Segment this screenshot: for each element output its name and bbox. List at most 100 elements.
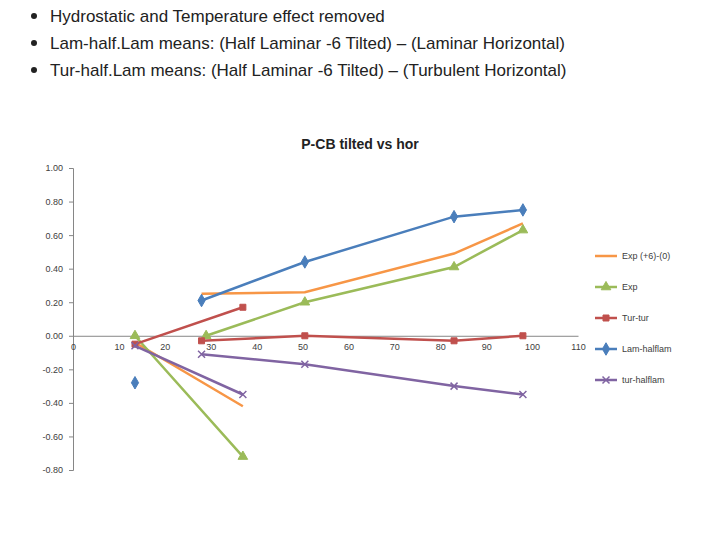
legend-item: Tur-tur (595, 313, 649, 323)
x-tick-label: 90 (482, 342, 492, 352)
point (199, 338, 205, 344)
legend-marker (603, 377, 610, 384)
point (519, 204, 526, 216)
point (449, 261, 459, 269)
x-tick-label: 20 (160, 342, 170, 352)
y-tick: 0.60 (45, 230, 73, 240)
annotation: Lam-half.Lam means: (Half Laminar -6 Til… (50, 34, 565, 53)
point (301, 256, 308, 268)
y-tick-mark (69, 202, 73, 203)
annotation: Hydrostatic and Temperature effect remov… (50, 7, 385, 26)
y-tick-mark (69, 168, 73, 169)
y-tick-label: 0.40 (45, 264, 63, 274)
point (198, 351, 205, 358)
x-tick-label: 40 (252, 342, 262, 352)
y-tick-label: 0.00 (45, 331, 63, 341)
bullet (31, 13, 37, 19)
y-tick-label: -0.60 (42, 432, 63, 442)
point (240, 304, 246, 310)
point (450, 210, 457, 222)
legend-item: Exp (595, 281, 638, 292)
series-line (135, 230, 523, 457)
point (198, 294, 205, 306)
y-tick-label: -0.40 (42, 398, 63, 408)
point (131, 377, 138, 389)
series-line (135, 346, 523, 395)
x-tick: 10 (114, 336, 124, 352)
chart: Hydrostatic and Temperature effect remov… (0, 0, 720, 540)
y-tick-label: 1.00 (45, 163, 63, 173)
point (238, 451, 248, 459)
point (239, 391, 246, 398)
y-tick: -0.60 (42, 432, 73, 442)
y-tick: 0.40 (45, 264, 73, 274)
y-tick-mark (69, 470, 73, 471)
legend-label: Lam-halflam (622, 344, 672, 354)
legend-item: Exp (+6)-(0) (595, 251, 670, 261)
legend-marker (603, 315, 609, 321)
y-tick: -0.20 (42, 365, 73, 375)
legend-label: Exp (+6)-(0) (622, 251, 670, 261)
y-tick-label: -0.80 (42, 465, 63, 475)
x-tick: 0 (71, 336, 76, 352)
x-tick-label: 70 (390, 342, 400, 352)
y-tick-mark (69, 336, 73, 337)
x-tick-label: 0 (71, 342, 76, 352)
point (520, 333, 526, 339)
y-tick: 0.00 (45, 331, 73, 341)
x-tick-label: 60 (344, 342, 354, 352)
legend-marker (601, 281, 611, 289)
legend-label: tur-halflam (622, 375, 665, 385)
point (130, 330, 140, 338)
x-tick-label: 30 (206, 342, 216, 352)
y-axis-line (69, 169, 74, 471)
y-tick-label: -0.20 (42, 365, 63, 375)
legend-item: tur-halflam (595, 375, 665, 385)
y-tick: -0.40 (42, 398, 73, 408)
bullet (31, 40, 37, 46)
bullet (31, 67, 37, 73)
point (451, 383, 458, 390)
point (301, 361, 308, 368)
y-tick-mark (69, 302, 73, 303)
legend-marker (602, 343, 609, 355)
y-tick: 0.80 (45, 197, 73, 207)
x-tick-label: 50 (298, 342, 308, 352)
y-tick-mark (69, 403, 73, 404)
x-tick: 110 (571, 336, 585, 352)
x-tick-label: 100 (525, 342, 540, 352)
annotation: Tur-half.Lam means: (Half Laminar -6 Til… (50, 61, 566, 80)
y-tick: 0.20 (45, 298, 73, 308)
point (302, 333, 308, 339)
point (519, 391, 526, 398)
x-tick: 100 (525, 336, 540, 352)
series-line (135, 223, 523, 406)
point (518, 225, 528, 233)
x-tick: 80 (436, 336, 446, 352)
title: P-CB tilted vs hor (301, 136, 419, 152)
point (131, 342, 138, 349)
point (300, 297, 310, 305)
y-tick-label: 0.80 (45, 197, 63, 207)
y-tick-mark (69, 369, 73, 370)
legend-swatch (595, 255, 617, 258)
y-tick-mark (69, 436, 73, 437)
legend-label: Tur-tur (622, 313, 649, 323)
y-tick-label: 0.60 (45, 230, 63, 240)
legend: Exp (+6)-(0) Exp Tur-tur Lam-halflam tur-hal… (595, 251, 672, 385)
x-tick: 20 (160, 336, 170, 352)
y-axis: 1.00 0.80 0.60 0.40 0.20 0.00 -0.20 -0.40 -0.60 -… (42, 163, 73, 475)
y-tick: -0.80 (42, 465, 73, 475)
x-tick-label: 110 (571, 342, 585, 352)
legend-item: Lam-halflam (595, 343, 672, 355)
series-line (135, 307, 523, 344)
y-tick-mark (69, 235, 73, 236)
annotations: Hydrostatic and Temperature effect remov… (31, 7, 566, 80)
series-line (135, 210, 523, 383)
x-tick-label: 80 (436, 342, 446, 352)
legend-label: Exp (622, 282, 638, 292)
y-tick-mark (69, 269, 73, 270)
y-tick-label: 0.20 (45, 298, 63, 308)
x-tick-label: 10 (114, 342, 124, 352)
point (451, 338, 457, 344)
